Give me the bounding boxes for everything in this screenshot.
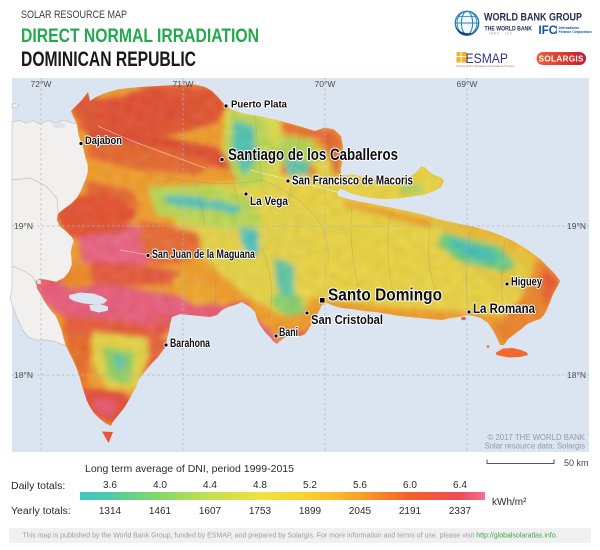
svg-text:5.6: 5.6 bbox=[353, 480, 367, 491]
svg-text:La Romana: La Romana bbox=[473, 301, 535, 316]
svg-text:Long term average of DNI, peri: Long term average of DNI, period 1999-20… bbox=[85, 463, 294, 475]
svg-text:Solar resource data: Solargis: Solar resource data: Solargis bbox=[484, 442, 585, 451]
svg-text:Santo Domingo: Santo Domingo bbox=[328, 285, 442, 305]
svg-text:© 2017 THE WORLD BANK: © 2017 THE WORLD BANK bbox=[488, 433, 586, 442]
svg-text:DOMINICAN REPUBLIC: DOMINICAN REPUBLIC bbox=[21, 48, 196, 71]
svg-text:kWh/m²: kWh/m² bbox=[492, 497, 527, 508]
svg-text:IBRD · IDA: IBRD · IDA bbox=[489, 32, 513, 36]
svg-text:5.2: 5.2 bbox=[303, 480, 317, 491]
svg-text:San Cristobal: San Cristobal bbox=[311, 313, 383, 327]
svg-text:IFC: IFC bbox=[539, 25, 558, 37]
svg-text:69°W: 69°W bbox=[457, 79, 478, 89]
svg-text:International: International bbox=[559, 26, 579, 30]
svg-text:DIRECT NORMAL IRRADIATION: DIRECT NORMAL IRRADIATION bbox=[21, 26, 259, 47]
svg-text:3.6: 3.6 bbox=[103, 480, 117, 491]
svg-text:This map is published by the W: This map is published by the World Bank … bbox=[22, 533, 557, 540]
svg-text:2191: 2191 bbox=[399, 506, 422, 517]
svg-text:18°N: 18°N bbox=[14, 370, 33, 380]
svg-text:San Francisco de Macoris: San Francisco de Macoris bbox=[292, 174, 413, 188]
svg-text:6.0: 6.0 bbox=[403, 480, 417, 491]
svg-text:18°N: 18°N bbox=[567, 370, 586, 380]
svg-text:1753: 1753 bbox=[249, 506, 272, 517]
svg-text:Dajabon: Dajabon bbox=[85, 135, 122, 147]
svg-text:San Juan de la Maguana: San Juan de la Maguana bbox=[152, 249, 255, 261]
svg-text:70°W: 70°W bbox=[315, 79, 336, 89]
svg-text:6.4: 6.4 bbox=[453, 480, 467, 491]
svg-text:La Vega: La Vega bbox=[250, 194, 288, 208]
svg-text:Puerto Plata: Puerto Plata bbox=[231, 99, 287, 111]
svg-text:19°N: 19°N bbox=[567, 221, 586, 231]
svg-text:1899: 1899 bbox=[299, 506, 322, 517]
svg-text:2045: 2045 bbox=[349, 506, 372, 517]
svg-text:1607: 1607 bbox=[199, 506, 222, 517]
svg-text:ESMAP: ESMAP bbox=[466, 51, 509, 66]
svg-text:Yearly totals:: Yearly totals: bbox=[11, 505, 71, 517]
svg-text:SOLAR RESOURCE MAP: SOLAR RESOURCE MAP bbox=[21, 9, 127, 21]
svg-text:4.8: 4.8 bbox=[253, 480, 267, 491]
svg-text:Finance Corporation: Finance Corporation bbox=[559, 30, 592, 34]
svg-text:Santiago de los Caballeros: Santiago de los Caballeros bbox=[228, 145, 398, 164]
svg-text:Bani: Bani bbox=[279, 327, 298, 339]
svg-text:Higuey: Higuey bbox=[511, 275, 542, 289]
svg-text:SOLARGIS: SOLARGIS bbox=[539, 55, 584, 64]
svg-text:1314: 1314 bbox=[99, 506, 122, 517]
svg-text:4.4: 4.4 bbox=[203, 480, 217, 491]
svg-text:72°W: 72°W bbox=[31, 79, 52, 89]
svg-text:4.0: 4.0 bbox=[153, 480, 167, 491]
svg-text:1461: 1461 bbox=[149, 506, 172, 517]
svg-text:Barahona: Barahona bbox=[170, 336, 210, 350]
svg-text:2337: 2337 bbox=[449, 506, 472, 517]
svg-text:Daily totals:: Daily totals: bbox=[11, 480, 65, 492]
svg-text:THE WORLD BANK: THE WORLD BANK bbox=[485, 26, 533, 33]
svg-text:50 km: 50 km bbox=[564, 458, 589, 468]
svg-text:WORLD BANK GROUP: WORLD BANK GROUP bbox=[484, 12, 582, 24]
svg-text:19°N: 19°N bbox=[14, 221, 33, 231]
svg-text:Energy Sector Management Assis: Energy Sector Management Assistance Prog… bbox=[457, 64, 516, 68]
svg-text:71°W: 71°W bbox=[173, 79, 194, 89]
